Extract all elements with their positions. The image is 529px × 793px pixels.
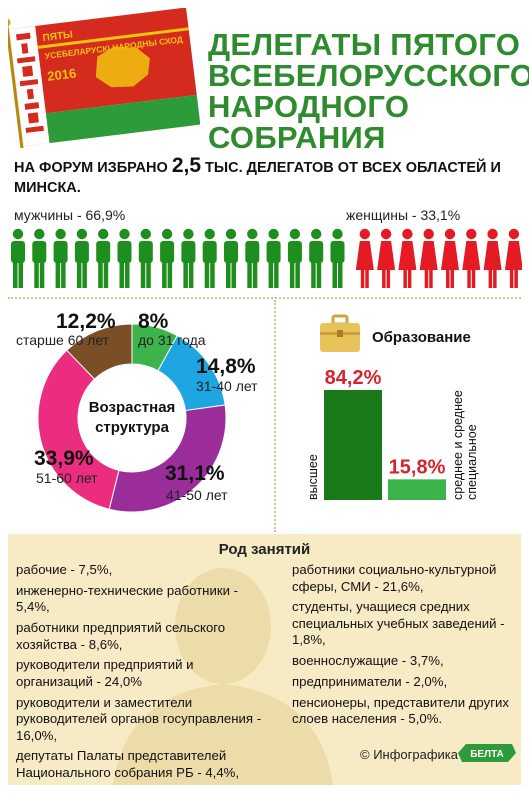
forum-text-after: тыс. делегатов от всех областей и Минска… xyxy=(14,160,501,196)
man-icon xyxy=(330,228,345,288)
age-pct-41-50: 31,1% xyxy=(165,462,225,485)
delegates-count-statement: На форум избрано 2,5 тыс. делегатов от в… xyxy=(14,154,519,198)
flag-year: 2016 xyxy=(46,65,77,83)
silhouette-background xyxy=(113,568,333,785)
page-title-line-4: СОБРАНИЯ xyxy=(208,120,386,155)
man-icon xyxy=(245,228,260,288)
occupation-item-left-1: инженерно-технические работники - 5,4%, xyxy=(16,582,239,615)
woman-icon xyxy=(377,228,396,288)
gender-people-icons xyxy=(11,228,522,288)
education-title: Образование xyxy=(372,329,471,346)
woman-icon xyxy=(441,228,459,288)
occupation-item-left-5: депутаты Палаты представителей Националь… xyxy=(16,748,240,780)
occupation-item-left-3: руководители предприятий и организаций -… xyxy=(16,657,194,689)
belta-logo-text: БЕЛТА xyxy=(470,749,504,760)
occupation-item-left-4: руководители и заместители руководителей… xyxy=(16,694,262,743)
age-label-51-60: 51-60 лет xyxy=(36,470,98,486)
delegates-number: 2,5 xyxy=(171,154,202,177)
occupation-panel xyxy=(8,534,521,785)
age-segment-2 xyxy=(108,404,227,513)
man-icon xyxy=(160,228,175,288)
occupation-item-right-4: пенсионеры, представители других слоев н… xyxy=(292,694,509,727)
age-pct-over-60: 12,2% xyxy=(56,310,116,333)
divider-middle xyxy=(274,300,276,532)
education-label-0: высшее xyxy=(306,454,320,500)
infographic-credit: © Инфографика xyxy=(360,747,459,762)
occupation-item-right-3: предприниматели - 2,0%, xyxy=(292,673,448,689)
occupation-list-right: работники социально-культурной сферы, СМ… xyxy=(292,562,512,732)
man-icon xyxy=(202,228,217,288)
age-label-over-60: старше 60 лет xyxy=(16,332,110,348)
woman-icon xyxy=(483,228,502,288)
occupation-item-right-0: работники социально-культурной сферы, СМ… xyxy=(292,562,497,594)
man-icon xyxy=(117,228,132,288)
man-icon xyxy=(74,228,89,288)
man-icon xyxy=(309,228,324,288)
age-pct-51-60: 33,9% xyxy=(34,447,94,470)
woman-icon xyxy=(419,228,438,288)
woman-icon xyxy=(462,228,481,288)
man-icon xyxy=(138,228,153,288)
man-icon xyxy=(53,228,68,288)
woman-icon xyxy=(355,228,374,288)
age-segment-3 xyxy=(37,349,120,510)
divider-top xyxy=(8,297,521,299)
briefcase-icon xyxy=(320,314,360,352)
occupation-item-left-2: работники предприятий сельского хозяйств… xyxy=(16,620,226,652)
education-label-1: среднее и среднееспециальное xyxy=(451,390,479,500)
man-icon xyxy=(32,228,47,288)
man-icon xyxy=(287,228,302,288)
age-segment-4 xyxy=(66,323,133,380)
man-icon xyxy=(11,228,25,288)
education-bar-0 xyxy=(324,390,382,500)
women-share-label: женщины - 33,1% xyxy=(346,207,461,223)
occupation-list-left: рабочие - 7,5%, инженерно-технические раб… xyxy=(16,562,266,786)
page-title-line-3: НАРОДНОГО xyxy=(208,89,410,124)
education-pct-1: 15,8% xyxy=(389,456,446,478)
woman-icon xyxy=(504,228,522,288)
man-icon xyxy=(181,228,196,288)
occupation-item-right-2: военнослужащие - 3,7%, xyxy=(292,653,444,669)
man-icon xyxy=(224,228,238,288)
man-icon xyxy=(96,228,111,288)
page-title-line-2: ВСЕБЕЛОРУССКОГО xyxy=(208,58,529,93)
donut-center-title: Возрастная структура xyxy=(88,399,176,436)
belta-logo: БЕЛТА xyxy=(458,744,516,762)
occupation-item-right-1: студенты, учащиеся средних специальных у… xyxy=(292,599,505,648)
flag-top-label: ПЯТЫ xyxy=(42,29,74,44)
men-share-label: мужчины - 66,9% xyxy=(14,207,126,223)
age-label-under-31: до 31 года xyxy=(138,332,206,348)
man-icon xyxy=(266,228,281,288)
occupation-title: Род занятий xyxy=(218,541,311,558)
forum-text-before: На форум избрано xyxy=(14,160,172,176)
education-bar-chart: 84,2% 15,8% высшее среднее и среднееспециал… xyxy=(306,367,479,500)
age-pct-31-40: 14,8% xyxy=(196,355,256,378)
woman-icon xyxy=(398,228,417,288)
education-pct-0: 84,2% xyxy=(325,367,382,389)
age-pct-under-31: 8% xyxy=(138,310,169,333)
assembly-flag-logo: ПЯТЫ УСЕБЕЛАРУСКІ НАРОДНЫ СХОД 2016 xyxy=(8,8,200,148)
page-title-line-1: ДЕЛЕГАТЫ ПЯТОГО xyxy=(208,27,521,62)
age-label-31-40: 31-40 лет xyxy=(196,378,258,394)
age-structure-donut xyxy=(37,323,227,513)
education-bar-1 xyxy=(388,479,446,500)
occupation-item-left-0: рабочие - 7,5%, xyxy=(16,562,113,577)
age-label-41-50: 41-50 лет xyxy=(166,487,228,503)
